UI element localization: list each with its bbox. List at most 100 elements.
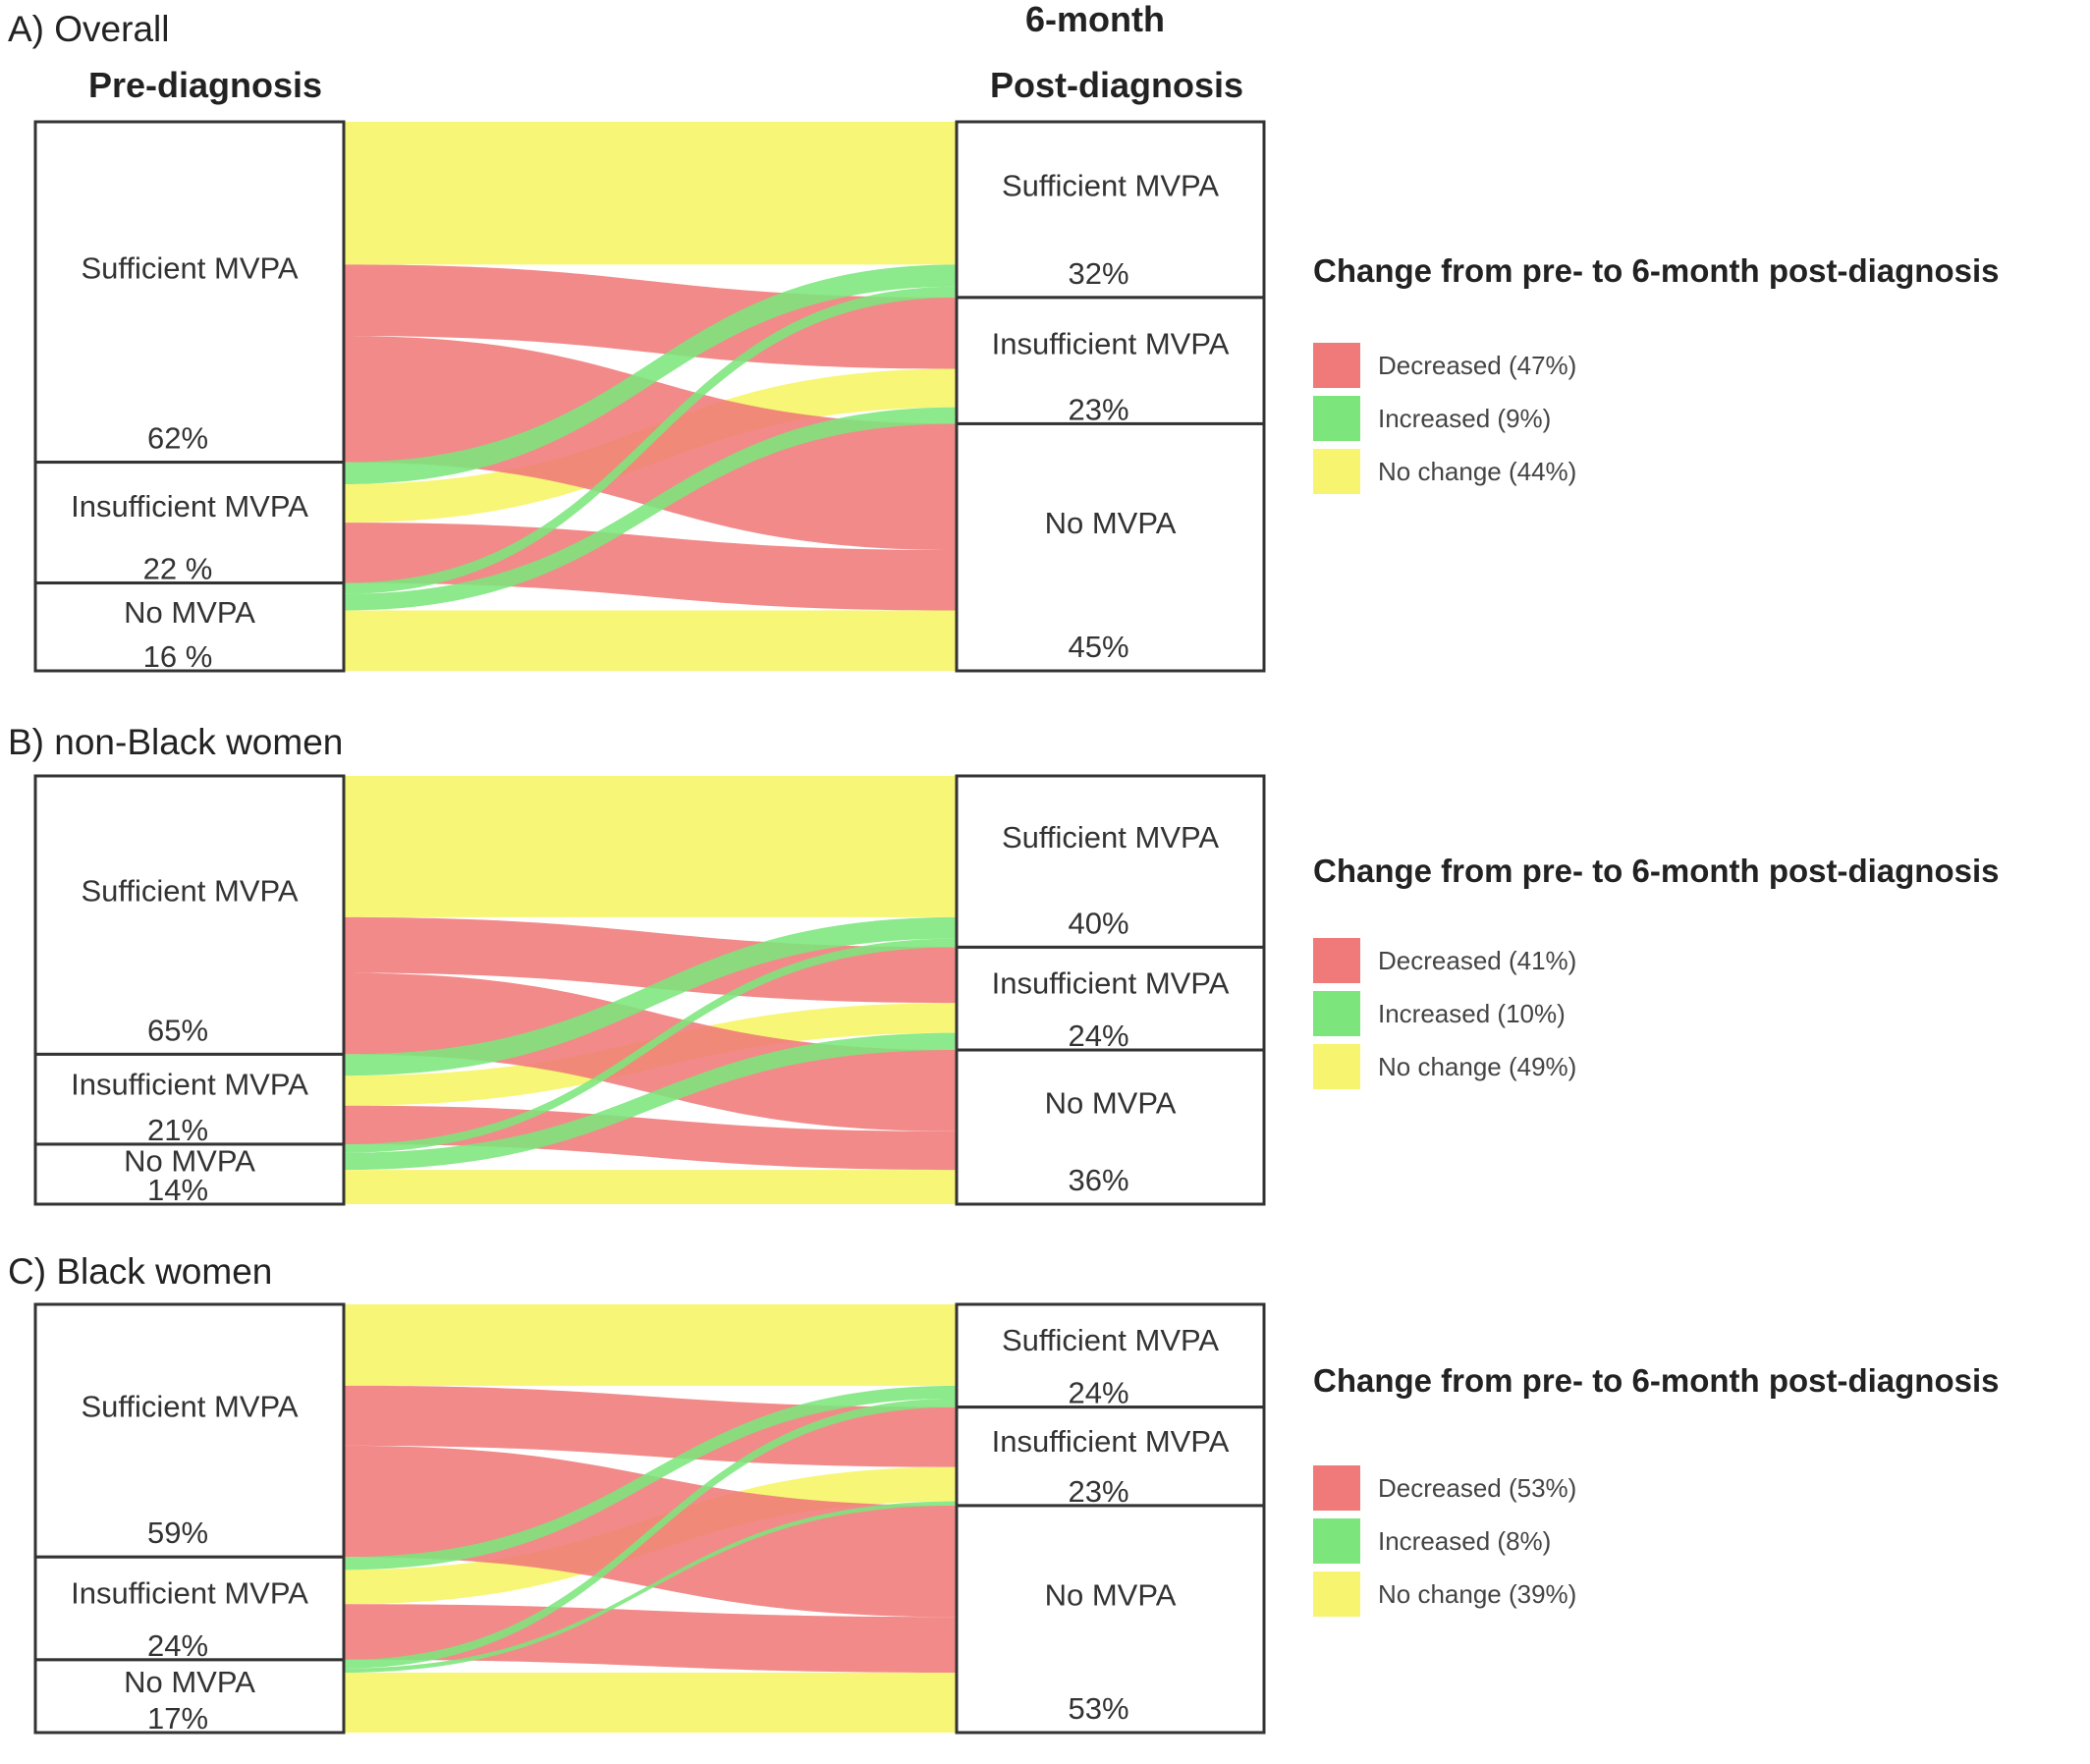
right-node-label-no-mvpa: No MVPA (1045, 1086, 1177, 1121)
flows-layer (344, 776, 957, 1204)
left-node-label-sufficient-mvpa: Sufficient MVPA (81, 1390, 298, 1424)
legend-label-no-change: No change (39%) (1378, 1579, 1576, 1609)
right-node-label-no-mvpa: No MVPA (1045, 506, 1177, 540)
right-node-box-sufficient-mvpa (955, 120, 1266, 300)
legend-title: Change from pre- to 6-month post-diagnos… (1313, 1362, 2000, 1399)
panel-3: C) Black women Sufficient MVPA 59% Insuffic… (8, 1251, 2000, 1736)
left-node-pct-sufficient-mvpa: 62% (147, 421, 208, 456)
legend-label-increased: Increased (10%) (1378, 999, 1566, 1028)
flow-no-mvpa-to-no-mvpa (344, 1672, 957, 1733)
left-node-pct-no-mvpa: 16 % (143, 639, 213, 674)
flow-sufficient-mvpa-to-insufficient-mvpa (344, 264, 957, 369)
legend-label-no-change: No change (49%) (1378, 1052, 1576, 1081)
left-node-box-no-mvpa (33, 581, 346, 673)
left-node-pct-insufficient-mvpa: 24% (147, 1628, 208, 1663)
flow-no-mvpa-to-no-mvpa (344, 1170, 957, 1204)
right-node-label-sufficient-mvpa: Sufficient MVPA (1002, 820, 1219, 854)
left-node-pct-no-mvpa: 14% (147, 1173, 208, 1207)
flow-insufficient-mvpa-to-sufficient-mvpa (344, 264, 957, 484)
right-node-box-sufficient-mvpa (955, 774, 1266, 949)
legend-swatch-decreased (1313, 343, 1360, 388)
right-node-box-insufficient-mvpa (955, 1406, 1266, 1508)
left-node-pct-sufficient-mvpa: 65% (147, 1013, 208, 1047)
right-node-pct-insufficient-mvpa: 23% (1068, 392, 1128, 426)
right-column-header-line1: 6-month (1025, 0, 1165, 39)
right-node-pct-no-mvpa: 53% (1068, 1691, 1128, 1726)
flow-sufficient-mvpa-to-sufficient-mvpa (344, 122, 957, 265)
legend-title: Change from pre- to 6-month post-diagnos… (1313, 252, 2000, 289)
right-node-box-no-mvpa (955, 421, 1266, 673)
legend-swatch-no-change (1313, 1571, 1360, 1617)
right-node-label-insufficient-mvpa: Insufficient MVPA (992, 1424, 1230, 1459)
legend-swatch-no-change (1313, 449, 1360, 494)
legend-label-no-change: No change (44%) (1378, 457, 1576, 486)
left-node-box-insufficient-mvpa (33, 461, 346, 585)
flow-no-mvpa-to-sufficient-mvpa (344, 286, 957, 594)
right-node-pct-sufficient-mvpa: 32% (1068, 256, 1128, 291)
left-column-header: Pre-diagnosis (88, 65, 322, 105)
left-node-box-sufficient-mvpa (33, 774, 346, 1056)
left-node-label-no-mvpa: No MVPA (124, 1665, 255, 1699)
right-node-label-insufficient-mvpa: Insufficient MVPA (992, 327, 1230, 361)
right-node-pct-no-mvpa: 36% (1068, 1163, 1128, 1197)
right-node-box-insufficient-mvpa (955, 296, 1266, 425)
legend-label-decreased: Decreased (47%) (1378, 351, 1576, 380)
right-node-pct-no-mvpa: 45% (1068, 630, 1128, 664)
panel-title: B) non-Black women (8, 722, 343, 762)
left-node-pct-insufficient-mvpa: 22 % (143, 552, 213, 586)
flow-no-mvpa-to-no-mvpa (344, 610, 957, 671)
left-node-box-insufficient-mvpa (33, 1555, 346, 1662)
legend-swatch-increased (1313, 1518, 1360, 1564)
flow-sufficient-mvpa-to-no-mvpa (344, 972, 957, 1131)
legend-swatch-increased (1313, 396, 1360, 441)
left-node-label-sufficient-mvpa: Sufficient MVPA (81, 250, 298, 285)
left-node-box-sufficient-mvpa (33, 120, 346, 465)
flow-no-mvpa-to-sufficient-mvpa (344, 938, 957, 1153)
left-node-label-sufficient-mvpa: Sufficient MVPA (81, 874, 298, 909)
legend-swatch-decreased (1313, 1465, 1360, 1511)
left-node-label-no-mvpa: No MVPA (124, 1143, 255, 1178)
panel-title: A) Overall (8, 9, 169, 49)
right-node-label-insufficient-mvpa: Insufficient MVPA (992, 965, 1230, 1000)
flow-insufficient-mvpa-to-sufficient-mvpa (344, 1385, 957, 1571)
legend-label-increased: Increased (8%) (1378, 1526, 1551, 1556)
legend-label-decreased: Decreased (53%) (1378, 1473, 1576, 1503)
left-node-box-no-mvpa (33, 1142, 346, 1206)
flow-no-mvpa-to-insufficient-mvpa (344, 407, 957, 611)
left-node-label-no-mvpa: No MVPA (124, 595, 255, 630)
right-node-label-sufficient-mvpa: Sufficient MVPA (1002, 168, 1219, 202)
panel-2: B) non-Black women Sufficient MVPA 65% Insu… (8, 722, 2000, 1207)
right-node-pct-insufficient-mvpa: 24% (1068, 1019, 1128, 1053)
left-node-box-sufficient-mvpa (33, 1302, 346, 1559)
legend-label-decreased: Decreased (41%) (1378, 946, 1576, 975)
right-node-box-no-mvpa (955, 1048, 1266, 1206)
left-node-label-insufficient-mvpa: Insufficient MVPA (71, 1575, 308, 1610)
flow-no-mvpa-to-insufficient-mvpa (344, 1501, 957, 1673)
flows-layer (344, 1304, 957, 1733)
legend-title: Change from pre- to 6-month post-diagnos… (1313, 853, 2000, 889)
flow-insufficient-mvpa-to-no-mvpa (344, 523, 957, 611)
flow-sufficient-mvpa-to-insufficient-mvpa (344, 916, 957, 1004)
right-node-label-no-mvpa: No MVPA (1045, 1577, 1177, 1612)
flow-insufficient-mvpa-to-no-mvpa (344, 1604, 957, 1673)
right-node-pct-sufficient-mvpa: 24% (1068, 1376, 1128, 1410)
flow-no-mvpa-to-insufficient-mvpa (344, 1032, 957, 1171)
left-node-label-insufficient-mvpa: Insufficient MVPA (71, 489, 308, 524)
right-node-label-sufficient-mvpa: Sufficient MVPA (1002, 1323, 1219, 1357)
flow-no-mvpa-to-sufficient-mvpa (344, 1398, 957, 1669)
panel-1: A) Overall Sufficient MVPA 62% Insufficient… (8, 9, 2000, 674)
right-node-pct-insufficient-mvpa: 23% (1068, 1474, 1128, 1509)
flows-layer (344, 122, 957, 671)
left-node-pct-sufficient-mvpa: 59% (147, 1516, 208, 1550)
left-node-box-insufficient-mvpa (33, 1052, 346, 1146)
flow-sufficient-mvpa-to-sufficient-mvpa (344, 776, 957, 917)
panel-title: C) Black women (8, 1251, 272, 1292)
right-node-pct-sufficient-mvpa: 40% (1068, 906, 1128, 940)
legend-swatch-increased (1313, 991, 1360, 1036)
left-node-pct-insufficient-mvpa: 21% (147, 1113, 208, 1147)
right-column-header-line2: Post-diagnosis (990, 65, 1243, 105)
left-node-box-no-mvpa (33, 1658, 346, 1735)
flow-sufficient-mvpa-to-sufficient-mvpa (344, 1304, 957, 1386)
right-node-box-no-mvpa (955, 1504, 1266, 1735)
